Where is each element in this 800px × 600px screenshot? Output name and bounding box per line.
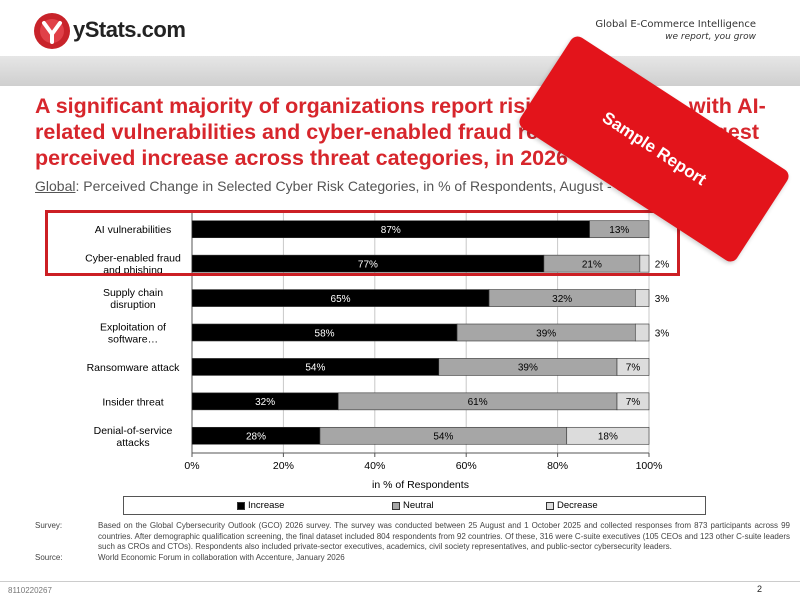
source-text: World Economic Forum in collaboration wi… [98, 552, 345, 562]
header-slogan: we report, you grow [665, 32, 756, 42]
category-label-line: attacks [116, 437, 149, 449]
bar-decrease [634, 323, 650, 342]
data-label: 32% [255, 397, 275, 408]
x-tick-label: 60% [456, 460, 477, 472]
stamp-text: Sample Report [598, 107, 710, 190]
data-label: 39% [536, 328, 556, 339]
x-axis-title: in % of Respondents [372, 479, 469, 491]
category-label-line: Exploitation of [100, 322, 166, 334]
data-label: 7% [626, 363, 641, 374]
category-label: Supply chain disruption [103, 287, 163, 311]
legend-swatch [237, 501, 245, 510]
bar-decrease [616, 358, 650, 376]
header-tagline: Global E-Commerce Intelligence [595, 19, 756, 30]
data-label: 13% [609, 225, 629, 236]
subtitle-region: Global [35, 178, 76, 194]
category-label-line: Supply chain [103, 287, 163, 299]
data-label: 32% [552, 294, 572, 305]
bar-decrease [566, 426, 650, 445]
category-label: Denial-of-service attacks [94, 425, 173, 449]
data-label: 54% [305, 363, 325, 374]
data-label: 7% [626, 397, 641, 408]
header-band [0, 56, 800, 86]
legend-label: Neutral [403, 500, 434, 511]
category-label: Exploitation of software… [100, 322, 166, 346]
category-label-line: AI vulnerabilities [95, 224, 171, 236]
data-label: 39% [518, 363, 538, 374]
x-tick-label: 40% [364, 460, 385, 472]
bar-neutral [589, 220, 650, 239]
data-label: 3% [655, 294, 670, 305]
x-tick-label: 0% [184, 460, 199, 472]
legend-swatch [546, 501, 554, 510]
category-label-line: software… [108, 334, 158, 346]
data-label: 87% [381, 225, 401, 236]
data-label: 2% [655, 259, 670, 270]
bar-decrease [616, 392, 650, 411]
subtitle-text: : Perceived Change in Selected Cyber Ris… [75, 178, 701, 194]
footer-divider [0, 581, 800, 582]
data-label: 28% [246, 432, 266, 443]
category-label-line: Denial-of-service [94, 425, 173, 437]
data-label: 21% [582, 259, 602, 270]
data-label: 77% [358, 259, 378, 270]
category-label: Ransomware attack [87, 362, 181, 374]
x-tick-label: 100% [636, 460, 663, 472]
source-label: Source: [35, 552, 63, 562]
data-label: 3% [655, 328, 670, 339]
legend-label: Decrease [557, 500, 598, 511]
x-tick-label: 80% [547, 460, 568, 472]
survey-note: Survey: Based on the Global Cybersecurit… [35, 521, 790, 553]
survey-text: Based on the Global Cybersecurity Outloo… [98, 521, 790, 551]
legend-item-neutral: Neutral [392, 500, 434, 511]
data-label: 18% [598, 432, 618, 443]
legend-item-increase: Increase [237, 500, 284, 511]
legend-swatch [392, 501, 400, 510]
bar-decrease [639, 254, 650, 273]
footer-id: 8110220267 [8, 586, 52, 595]
category-label: AI vulnerabilities [95, 224, 171, 236]
stacked-bar-chart: 0% 20% 40% 60% 80% 100% in % of Respondents AI … [85, 212, 670, 491]
category-label-line: Insider threat [102, 396, 163, 408]
highlight-box [45, 210, 680, 276]
category-label-line: Cyber-enabled fraud [85, 253, 181, 265]
ystats-logo [34, 13, 70, 49]
category-label: Insider threat [102, 396, 163, 408]
category-label-line: Ransomware attack [87, 362, 181, 374]
chart-legend: Increase Neutral Decrease [123, 496, 706, 515]
category-label-line: disruption [110, 299, 156, 311]
data-label: 65% [331, 294, 351, 305]
data-label: 58% [315, 328, 335, 339]
chart-subtitle: Global: Perceived Change in Selected Cyb… [35, 178, 700, 194]
page-number: 2 [757, 584, 763, 594]
survey-label: Survey: [35, 521, 63, 530]
brand-name: yStats.com [73, 17, 186, 42]
notes: Survey: Based on the Global Cybersecurit… [35, 521, 790, 563]
x-tick-label: 20% [273, 460, 294, 472]
source-note: Source: World Economic Forum in collabor… [35, 553, 790, 564]
legend-label: Increase [248, 500, 285, 511]
data-label: 61% [468, 397, 488, 408]
bar-decrease [634, 289, 650, 307]
legend-item-decrease: Decrease [546, 500, 598, 511]
data-label: 54% [433, 432, 453, 443]
